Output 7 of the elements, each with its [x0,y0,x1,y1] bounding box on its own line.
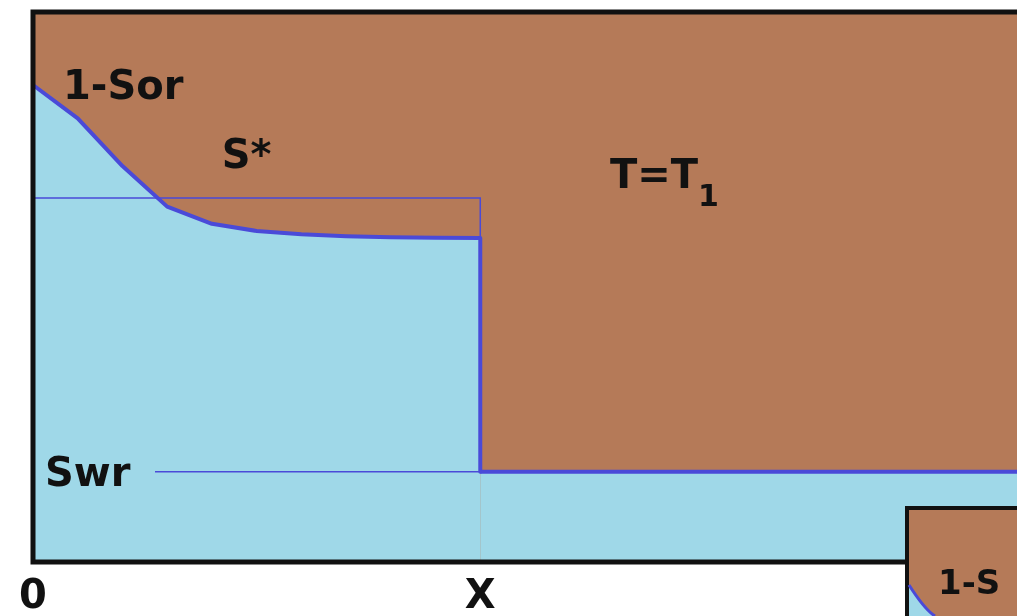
x-tick-label: 0 [19,571,47,616]
annotation: T=T$_{1}$ [610,151,719,213]
ref-line-label: Swr [45,448,131,495]
ref-line-label: S* [221,131,272,178]
annotation: 1-Sor [63,62,184,108]
x-tick-label: X [464,571,496,616]
cropped-inset-thumbnail: 1-S [905,506,1017,616]
